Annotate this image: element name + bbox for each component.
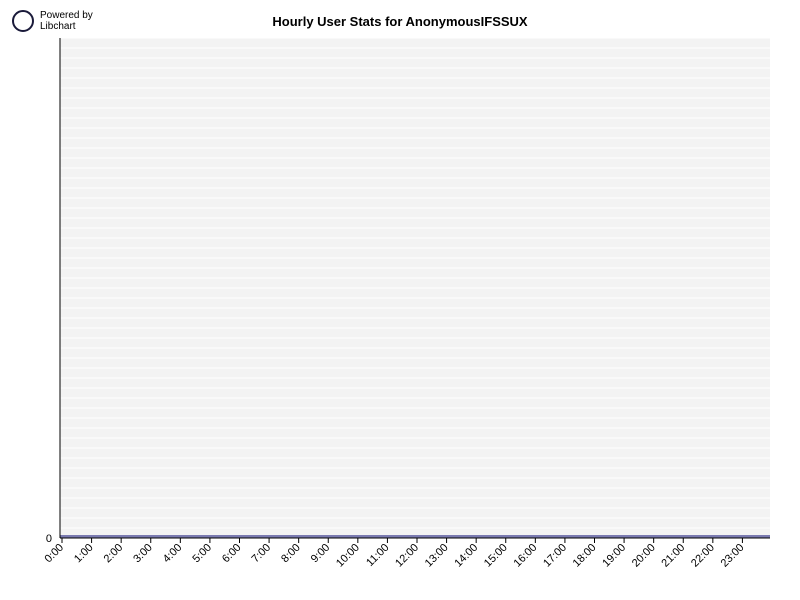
chart-plot: 00:001:002:003:004:005:006:007:008:009:0… xyxy=(0,0,800,600)
svg-text:8:00: 8:00 xyxy=(279,542,303,566)
svg-text:1:00: 1:00 xyxy=(72,542,96,566)
svg-text:16:00: 16:00 xyxy=(512,542,540,570)
svg-text:18:00: 18:00 xyxy=(571,542,599,570)
svg-text:15:00: 15:00 xyxy=(482,542,510,570)
svg-text:19:00: 19:00 xyxy=(600,542,628,570)
svg-text:2:00: 2:00 xyxy=(102,542,126,566)
svg-text:13:00: 13:00 xyxy=(423,542,451,570)
svg-text:4:00: 4:00 xyxy=(161,542,185,566)
chart-container: { "branding": { "powered_by_line1": "Pow… xyxy=(0,0,800,600)
svg-text:12:00: 12:00 xyxy=(393,542,421,570)
svg-text:23:00: 23:00 xyxy=(719,542,747,570)
svg-text:9:00: 9:00 xyxy=(309,542,333,566)
svg-text:14:00: 14:00 xyxy=(452,542,480,570)
svg-text:11:00: 11:00 xyxy=(364,542,391,569)
svg-text:0: 0 xyxy=(46,533,52,545)
svg-text:7:00: 7:00 xyxy=(250,542,274,566)
svg-text:10:00: 10:00 xyxy=(334,542,362,570)
svg-text:22:00: 22:00 xyxy=(689,542,717,570)
svg-text:5:00: 5:00 xyxy=(190,542,214,566)
svg-text:17:00: 17:00 xyxy=(541,542,569,570)
svg-text:6:00: 6:00 xyxy=(220,542,244,566)
svg-text:3:00: 3:00 xyxy=(131,542,155,566)
svg-text:21:00: 21:00 xyxy=(659,542,687,570)
svg-text:0:00: 0:00 xyxy=(42,542,66,566)
svg-text:20:00: 20:00 xyxy=(630,542,658,570)
